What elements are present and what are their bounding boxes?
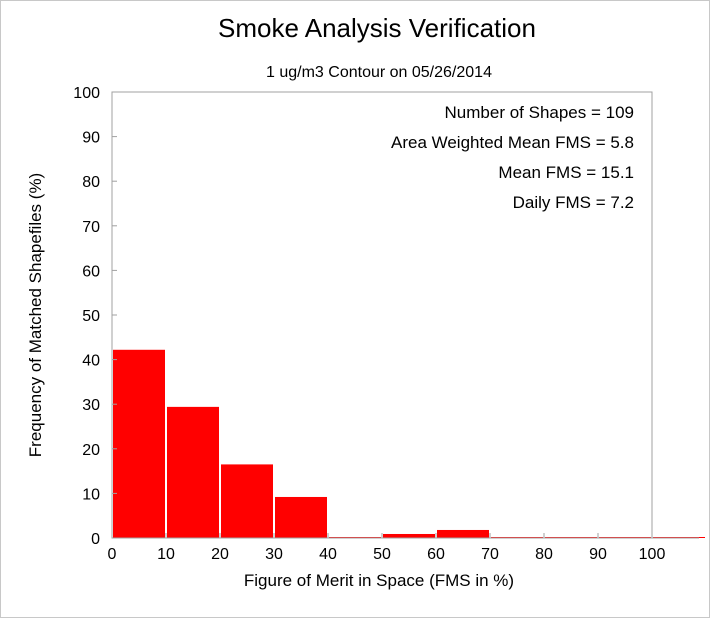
y-tick-label-5: 50 [82,308,100,325]
x-tick-label-10: 100 [639,546,666,563]
y-tick-label-8: 80 [82,174,100,191]
bar-bin-1 [167,406,219,538]
x-ticks-group: 0 10 20 30 40 50 60 70 80 90 100 [108,533,666,563]
y-tick-label-6: 60 [82,263,100,280]
y-tick-label-3: 30 [82,397,100,414]
bar-bin-6 [437,529,489,538]
x-tick-label-2: 20 [211,546,229,563]
annotation-0: Number of Shapes = 109 [445,103,634,122]
annotation-3: Daily FMS = 7.2 [513,193,634,212]
x-tick-label-5: 50 [373,546,391,563]
y-tick-label-2: 20 [82,442,100,459]
bars-group [113,349,705,538]
x-tick-label-4: 40 [319,546,337,563]
x-tick-label-0: 0 [108,546,117,563]
x-tick-label-9: 90 [589,546,607,563]
annotation-2: Mean FMS = 15.1 [498,163,634,182]
x-tick-label-1: 10 [157,546,175,563]
y-tick-label-7: 70 [82,219,100,236]
x-tick-label-7: 70 [481,546,499,563]
y-tick-label-9: 90 [82,130,100,147]
bar-bin-3 [275,496,327,538]
bar-bin-2 [221,464,273,538]
y-tick-label-0: 0 [91,531,100,548]
chart-title: Smoke Analysis Verification [218,13,536,43]
y-tick-label-10: 100 [73,85,100,102]
y-axis-label: Frequency of Matched Shapefiles (%) [26,173,45,457]
x-tick-label-6: 60 [427,546,445,563]
y-ticks-group: 0 10 20 30 40 50 60 70 80 90 100 [73,85,117,548]
bar-bin-5 [383,533,435,538]
y-tick-label-4: 40 [82,353,100,370]
bar-bin-0 [113,349,165,538]
y-tick-label-1: 10 [82,486,100,503]
chart-subtitle: 1 ug/m3 Contour on 05/26/2014 [266,64,492,81]
x-tick-label-8: 80 [535,546,553,563]
annotations-group: Number of Shapes = 109 Area Weighted Mean… [391,103,634,212]
x-tick-label-3: 30 [265,546,283,563]
annotation-1: Area Weighted Mean FMS = 5.8 [391,133,634,152]
x-axis-label: Figure of Merit in Space (FMS in %) [244,571,514,590]
